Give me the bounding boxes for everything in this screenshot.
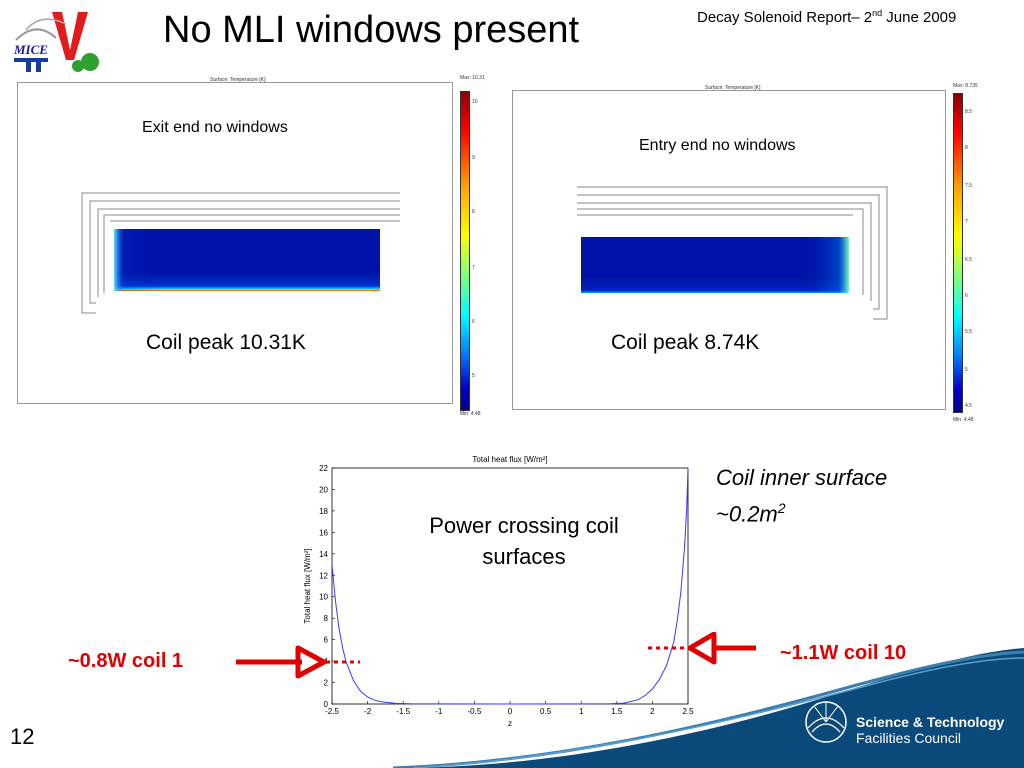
inner-surface-line2: ~0.2m <box>716 501 778 527</box>
y-tick-label: 8 <box>324 614 329 623</box>
left-plot-header: Surface: Temperature [K] <box>210 77 266 83</box>
y-axis-label: Total heat flux [W/m²] <box>303 548 312 623</box>
coil10-arrow-icon <box>648 632 756 665</box>
stfc-line1: Science & Technology <box>856 714 1005 730</box>
right-cbar-max: Max: 8.735 <box>953 83 978 89</box>
report-suffix: June 2009 <box>882 9 957 26</box>
left-cbar-tick: 8 <box>472 209 475 215</box>
right-temperature-plot: Surface: Temperature [K] Entry end no wi… <box>512 83 978 423</box>
report-prefix: Decay Solenoid Report– 2 <box>697 9 873 26</box>
x-tick-label: 0 <box>508 707 513 716</box>
x-tick-label: -2 <box>364 707 372 716</box>
left-cbar-tick: 7 <box>472 265 475 271</box>
right-cbar-tick: 6.5 <box>965 257 972 263</box>
right-geometry <box>577 186 888 320</box>
inner-surface-sup: 2 <box>777 500 786 516</box>
heat-flux-series-line <box>331 467 689 705</box>
left-cbar-tick: 9 <box>472 155 475 161</box>
y-tick-label: 2 <box>324 679 329 688</box>
page-title: No MLI windows present <box>163 9 580 51</box>
right-cbar-tick: 7 <box>965 219 968 225</box>
left-temperature-plot: Surface: Temperature [K] Exit end no win… <box>17 75 485 417</box>
heat-flux-chart: Total heat flux [W/m²] -2.5 -2 -1.5 -1 -0.5 0 0… <box>296 450 706 740</box>
right-cbar-tick: 6 <box>965 293 968 299</box>
y-tick-label: 18 <box>319 507 328 516</box>
right-cbar-tick: 8 <box>965 145 968 151</box>
y-tick-label: 6 <box>324 636 329 645</box>
slide-number: 12 <box>10 724 35 749</box>
mice-logo: MICE <box>6 10 106 74</box>
report-sup: nd <box>872 8 883 18</box>
mice-logo-graphic: MICE <box>13 12 99 72</box>
stfc-name: Science & Technology Facilities Council <box>856 714 1004 746</box>
x-tick-label: 0.5 <box>540 707 552 716</box>
right-cbar-tick: 4.5 <box>965 403 972 409</box>
right-cbar-tick: 5 <box>965 367 968 373</box>
left-cbar-max: Max: 10.31 <box>460 75 485 81</box>
right-coil-peak: Coil peak 8.74K <box>611 331 760 354</box>
right-cbar-tick: 8.5 <box>965 109 972 115</box>
inner-surface-note: Coil inner surface ~0.2m2 <box>716 463 887 529</box>
report-date: Decay Solenoid Report– 2nd June 2009 <box>697 8 956 26</box>
x-axis-label: z <box>508 719 512 728</box>
x-tick-label: -1.5 <box>396 707 410 716</box>
x-tick-label: -1 <box>435 707 443 716</box>
right-cbar-tick: 5.5 <box>965 329 972 335</box>
right-colorbar <box>953 93 963 413</box>
left-colorbar <box>460 91 470 411</box>
x-tick-label: 1.5 <box>611 707 623 716</box>
coil1-power-label: ~0.8W coil 1 <box>68 650 184 672</box>
y-tick-label: 10 <box>319 593 328 602</box>
left-plot-label: Exit end no windows <box>142 119 288 136</box>
stfc-line2: Facilities Council <box>856 730 962 746</box>
heat-flux-svg: Total heat flux [W/m²] -2.5 -2 -1.5 -1 -0.5 0 0… <box>303 455 694 728</box>
x-tick-label: -0.5 <box>468 707 482 716</box>
x-tick-label: 1 <box>579 707 584 716</box>
y-tick-label: 16 <box>319 528 328 537</box>
x-tick-label: 2.5 <box>682 707 694 716</box>
logo-text: MICE <box>13 42 48 57</box>
y-tick-label: 14 <box>319 550 328 559</box>
inner-surface-area: ~0.2m2 <box>716 493 887 529</box>
stfc-sunburst-icon <box>805 701 847 743</box>
left-cbar-tick: 5 <box>472 373 475 379</box>
chart-title: Total heat flux [W/m²] <box>472 455 547 464</box>
coil10-power-label: ~1.1W coil 10 <box>780 642 907 664</box>
y-tick-label: 22 <box>319 464 328 473</box>
y-tick-label: 12 <box>319 571 328 580</box>
inner-surface-line1: Coil inner surface <box>716 465 888 490</box>
stfc-footer-band <box>393 648 1024 768</box>
left-geometry <box>81 192 400 314</box>
coil1-arrow-icon <box>236 645 360 679</box>
right-cbar-min: Min: 4.48 <box>953 417 974 423</box>
y-tick-label: 0 <box>324 700 329 709</box>
right-cbar-tick: 7.5 <box>965 183 972 189</box>
plot-frame <box>331 467 689 705</box>
left-coil-peak: Coil peak 10.31K <box>146 331 306 354</box>
left-cbar-tick: 6 <box>472 319 475 325</box>
left-cbar-min: Min: 4.48 <box>460 411 481 417</box>
y-tick-label: 20 <box>319 485 328 494</box>
right-plot-label: Entry end no windows <box>639 137 796 154</box>
right-plot-header: Surface: Temperature [K] <box>705 85 761 91</box>
x-tick-label: -2.5 <box>325 707 339 716</box>
x-tick-label: 2 <box>650 707 655 716</box>
flux-inner-label: Power crossing coil surfaces <box>429 513 619 569</box>
left-cbar-tick: 10 <box>472 99 478 105</box>
